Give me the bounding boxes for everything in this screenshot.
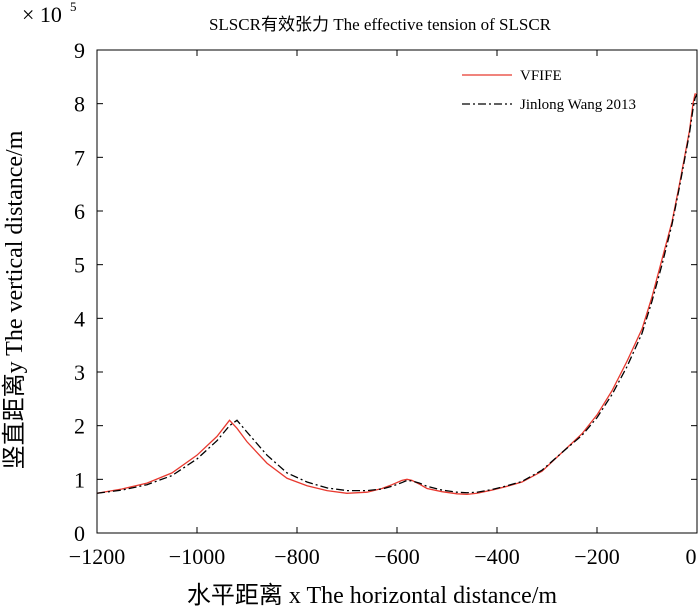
x-tick-label: −1000 [169,544,225,569]
y-ticks: 0 1 2 3 4 5 6 7 8 9 [74,38,697,546]
x-tick-label: 0 [686,544,697,569]
x-axis-label: 水平距离 x The horizontal distance/m [187,582,557,609]
x-tick-label: −1200 [69,544,125,569]
y-tick-label: 2 [74,414,85,439]
x-ticks: −1200 −1000 −800 −600 −400 −200 0 [69,50,698,569]
x-tick-label: −600 [374,544,419,569]
y-tick-label: 1 [74,467,85,492]
y-multiplier: × 10 [22,2,62,27]
series-line-vfife [96,93,697,496]
legend: VFIFE Jinlong Wang 2013 [462,68,636,113]
y-tick-label: 9 [74,38,85,63]
series-line-jinlong-wang [96,93,698,494]
chart-title: SLSCR有效张力 The effective tension of SLSCR [209,15,552,34]
legend-label-vfife: VFIFE [520,68,562,84]
y-tick-label: 6 [74,199,85,224]
legend-label-jinlong: Jinlong Wang 2013 [520,97,636,113]
x-tick-label: −400 [474,544,519,569]
y-tick-label: 7 [74,145,85,170]
y-tick-label: 5 [74,253,85,278]
x-tick-label: −800 [274,544,319,569]
y-tick-label: 8 [74,92,85,117]
y-tick-label: 0 [74,521,85,546]
y-tick-label: 4 [74,306,85,331]
y-axis-label: 竖直距离y The vertical distance/m [1,130,28,469]
plot-area [96,49,698,534]
y-multiplier-exponent: 5 [70,0,77,14]
y-tick-label: 3 [74,360,85,385]
series-layer [96,93,698,496]
x-tick-label: −200 [574,544,619,569]
